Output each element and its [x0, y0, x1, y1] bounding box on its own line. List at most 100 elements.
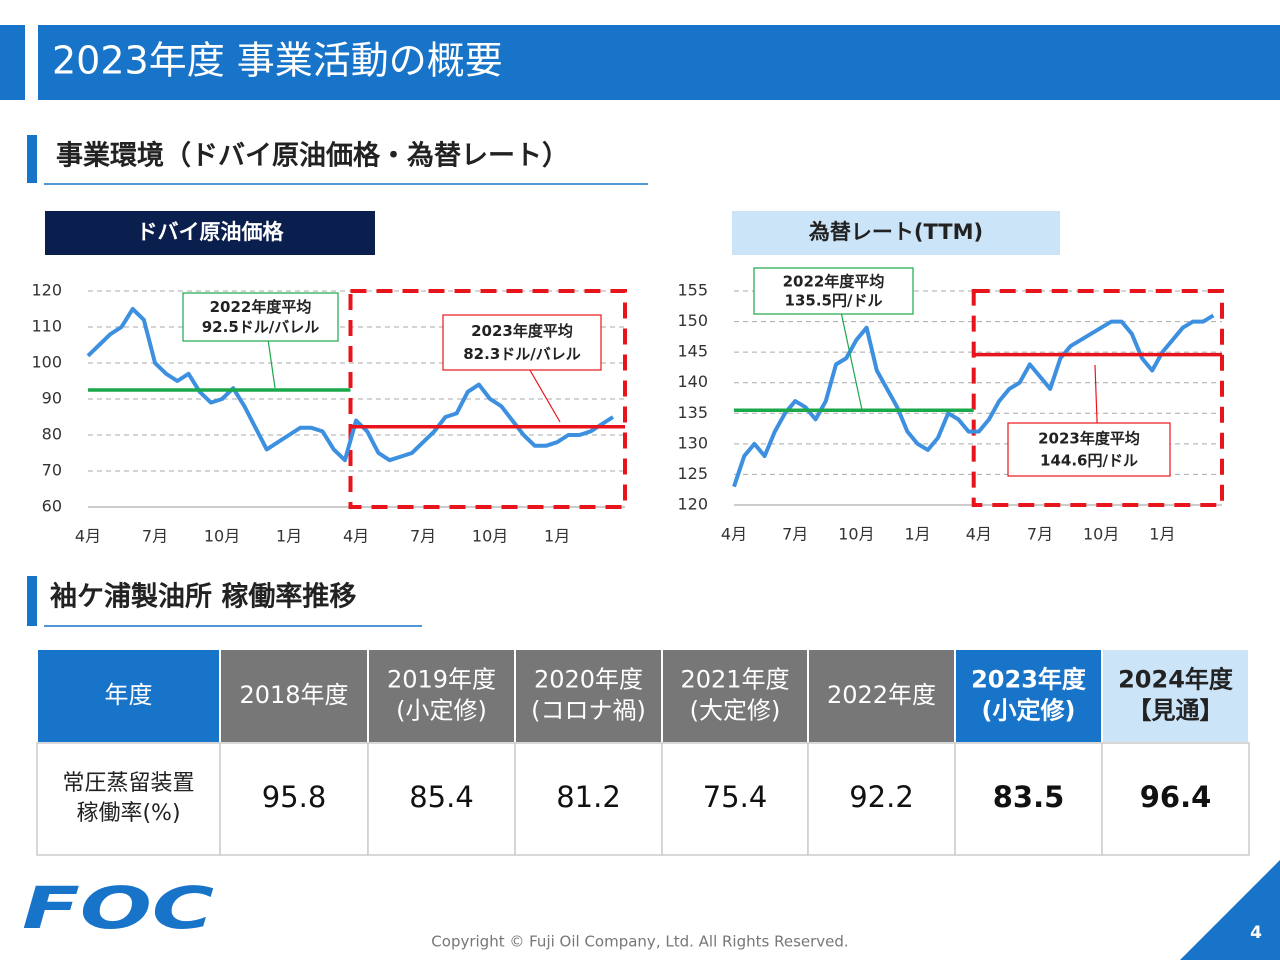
leader-line — [529, 369, 561, 423]
value-text: 92.2 — [849, 780, 914, 814]
chart-title: ドバイ原油価格 — [137, 220, 285, 244]
x-tick-label: 10月 — [472, 527, 508, 546]
header-text: 2018年度 — [239, 681, 348, 709]
y-tick-label: 125 — [677, 464, 708, 483]
annotation-value: 82.3ドル/バレル — [463, 345, 581, 363]
x-tick-label: 7月 — [1027, 525, 1053, 544]
value-cell — [807, 742, 956, 856]
row-label: 稼働率(%) — [76, 801, 180, 826]
y-tick-label: 140 — [677, 372, 708, 391]
row-label: 常圧蒸留装置 — [62, 771, 194, 796]
header-text: (小定修) — [396, 697, 487, 725]
annotation-value: 135.5円/ドル — [785, 292, 883, 310]
x-tick-label: 7月 — [142, 527, 168, 546]
header-text: 年度 — [105, 681, 153, 709]
value-text: 75.4 — [703, 780, 768, 814]
leader-line — [840, 313, 863, 411]
annotation-title: 2023年度平均 — [471, 322, 573, 340]
page-number: 4 — [1250, 923, 1262, 943]
y-tick-label: 120 — [677, 495, 708, 514]
value-cell — [1101, 742, 1250, 856]
y-tick-label: 155 — [677, 281, 708, 300]
annotation-box — [1007, 422, 1171, 477]
header-text: 2019年度 — [387, 666, 496, 694]
annotation-value: 92.5ドル/バレル — [202, 318, 320, 336]
x-tick-label: 4月 — [966, 525, 992, 544]
x-tick-label: 7月 — [782, 525, 808, 544]
y-tick-label: 70 — [42, 461, 62, 480]
value-cell — [661, 742, 809, 856]
x-tick-label: 1月 — [905, 525, 931, 544]
chart-label-box — [732, 211, 1060, 255]
y-tick-label: 135 — [677, 403, 708, 422]
x-tick-label: 4月 — [343, 527, 369, 546]
header-text: 【見通】 — [1128, 697, 1224, 725]
section-heading: 袖ケ浦製油所 稼働率推移 — [50, 581, 356, 613]
annotation-box — [182, 292, 339, 342]
x-tick-label: 7月 — [410, 527, 436, 546]
header-cell — [661, 648, 809, 744]
value-cell — [954, 742, 1103, 856]
value-text: 83.5 — [993, 780, 1065, 814]
value-cell — [367, 742, 516, 856]
price-line — [732, 313, 1215, 488]
slide-title: 2023年度 事業活動の概要 — [52, 39, 503, 83]
row-label-cell — [36, 742, 221, 856]
header-text: 2023年度 — [971, 666, 1087, 694]
header-text: (小定修) — [982, 697, 1076, 725]
page-corner — [1180, 860, 1280, 960]
header-text: 2020年度 — [534, 666, 643, 694]
highlight-box — [348, 289, 627, 509]
chart-title: 為替レート(TTM) — [809, 220, 983, 244]
leader-line — [1094, 364, 1098, 424]
value-text: 95.8 — [262, 780, 327, 814]
y-tick-label: 110 — [31, 317, 62, 336]
annotation-title: 2022年度平均 — [210, 298, 312, 316]
logo: FOC — [22, 874, 214, 942]
value-text: 85.4 — [409, 780, 474, 814]
section-heading: 事業環境（ドバイ原油価格・為替レート） — [56, 140, 569, 172]
title-accent — [0, 25, 25, 100]
leader-line — [267, 340, 276, 389]
x-tick-label: 1月 — [1149, 525, 1175, 544]
header-text: 2022年度 — [827, 681, 936, 709]
annotation-title: 2023年度平均 — [1038, 429, 1140, 447]
x-tick-label: 4月 — [721, 525, 747, 544]
highlight-box — [971, 289, 1225, 507]
y-tick-label: 145 — [677, 342, 708, 361]
value-text: 81.2 — [556, 780, 621, 814]
y-tick-label: 150 — [677, 311, 708, 330]
header-text: 2024年度 — [1118, 666, 1234, 694]
y-tick-label: 80 — [42, 425, 62, 444]
x-tick-label: 1月 — [544, 527, 570, 546]
y-tick-label: 100 — [31, 353, 62, 372]
title-bar — [38, 25, 1280, 100]
chart-label-box — [45, 211, 375, 255]
header-cell — [219, 648, 369, 744]
table: 年度 2018年度 2019年度 (小定修) 2020年度 (コロナ禍) 2021年度 (大定… — [36, 648, 1250, 856]
header-cell — [954, 648, 1103, 744]
y-tick-label: 120 — [31, 281, 62, 300]
annotation-value: 144.6円/ドル — [1040, 452, 1138, 470]
price-line — [86, 307, 615, 463]
value-cell — [219, 742, 369, 856]
header-text: (大定修) — [690, 697, 781, 725]
header-cell — [514, 648, 663, 744]
x-tick-label: 10月 — [1083, 525, 1119, 544]
section-marker — [27, 135, 37, 183]
annotation-box — [442, 314, 602, 371]
y-tick-label: 90 — [42, 389, 62, 408]
x-tick-label: 4月 — [75, 527, 101, 546]
copyright: Copyright © Fuji Oil Company, Ltd. All R… — [431, 933, 848, 951]
section-marker — [27, 576, 37, 626]
value-cell — [514, 742, 663, 856]
annotation-title: 2022年度平均 — [783, 272, 885, 290]
header-cell — [1101, 648, 1250, 744]
y-tick-label: 60 — [42, 497, 62, 516]
x-tick-label: 10月 — [838, 525, 874, 544]
y-tick-label: 130 — [677, 433, 708, 452]
x-tick-label: 10月 — [204, 527, 240, 546]
value-text: 96.4 — [1140, 780, 1212, 814]
x-tick-label: 1月 — [276, 527, 302, 546]
